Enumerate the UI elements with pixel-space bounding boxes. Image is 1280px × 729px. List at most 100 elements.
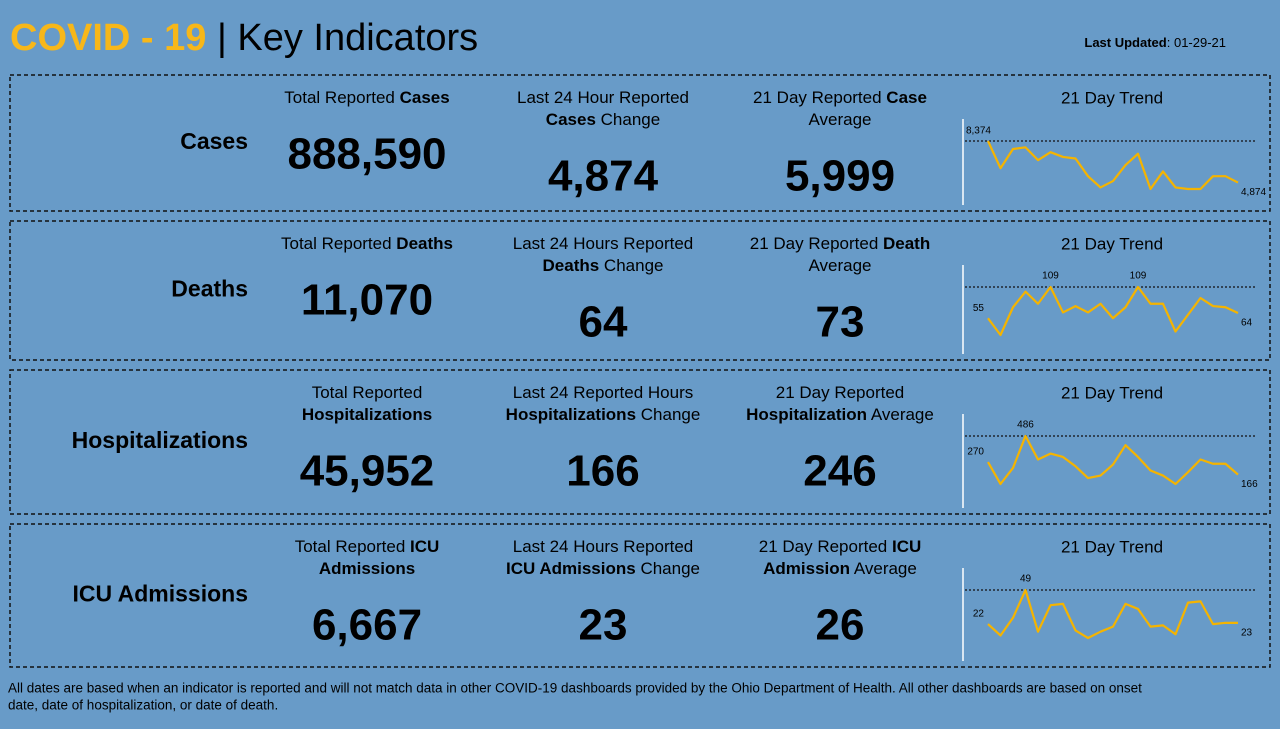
- trend-value-label: 166: [1241, 479, 1258, 490]
- metric-title: Hospitalizations: [302, 405, 432, 424]
- metric-title-part: Deaths: [543, 256, 600, 275]
- metric-title-part: Last 24 Hour Reported: [517, 88, 689, 107]
- metric-title: Hospitalization Average: [746, 405, 934, 424]
- metric-title: Last 24 Hour Reported: [517, 88, 689, 107]
- metric-title-part: Total Reported: [284, 88, 399, 107]
- metric-title-part: Last 24 Reported Hours: [513, 383, 694, 402]
- row-label: ICU Admissions: [72, 581, 248, 607]
- metric-title-part: Total Reported: [312, 383, 423, 402]
- metric-title: ICU Admissions Change: [506, 559, 700, 578]
- row-box: [9, 369, 1271, 515]
- metric-title-part: Admissions: [319, 559, 415, 578]
- last-updated: Last Updated: 01-29-21: [1084, 35, 1226, 50]
- row-box: [9, 220, 1271, 361]
- row-box: [9, 523, 1271, 668]
- metric-title-part: Average: [808, 256, 871, 275]
- metric-value: 888,590: [287, 130, 446, 179]
- metric-title-part: Hospitalization: [746, 405, 867, 424]
- metric-title-part: Change: [636, 405, 700, 424]
- metric-title-part: Average: [808, 110, 871, 129]
- metric-title: Deaths Change: [543, 256, 664, 275]
- page-title: COVID - 19 | Key Indicators: [10, 17, 478, 59]
- metric-title-part: Last 24 Hours Reported: [513, 537, 694, 556]
- trend-title: 21 Day Trend: [1061, 537, 1163, 556]
- metric-title-part: Hospitalizations: [302, 405, 432, 424]
- row-box: [9, 74, 1271, 212]
- metric-title: Total Reported Deaths: [281, 234, 453, 253]
- metric-title: Total Reported: [312, 383, 423, 402]
- metric-title-part: Average: [850, 559, 917, 578]
- metric-title: Hospitalizations Change: [506, 405, 701, 424]
- page-title-part: | Key Indicators: [206, 17, 478, 59]
- trend-value-label: 55: [973, 303, 985, 314]
- trend-value-label: 64: [1241, 318, 1253, 329]
- metric-title-part: 21 Day Reported: [776, 383, 905, 402]
- metric-title-part: Last 24 Hours Reported: [513, 234, 694, 253]
- metric-title: 21 Day Reported: [776, 383, 905, 402]
- metric-title-part: Cases: [400, 88, 450, 107]
- metric-title-part: Hospitalizations: [506, 405, 636, 424]
- metric-title-part: Deaths: [396, 234, 453, 253]
- trend-value-label: 49: [1020, 574, 1032, 585]
- metric-value: 23: [579, 601, 628, 650]
- metric-title-part: 21 Day Reported: [753, 88, 886, 107]
- trend-value-label: 270: [967, 447, 984, 458]
- trend-title: 21 Day Trend: [1061, 234, 1163, 253]
- trend-line: [987, 588, 1238, 640]
- metric-value: 45,952: [300, 447, 435, 496]
- metric-title-part: 21 Day Reported: [759, 537, 892, 556]
- metric-title: Total Reported Cases: [284, 88, 449, 107]
- metric-title: Last 24 Reported Hours: [513, 383, 694, 402]
- trend-value-label: 22: [973, 609, 985, 620]
- metric-title: 21 Day Reported Death: [750, 234, 930, 253]
- metric-value: 166: [566, 447, 639, 496]
- trend-title: 21 Day Trend: [1061, 88, 1163, 107]
- metric-title-part: Cases: [546, 110, 596, 129]
- metric-title: Average: [808, 256, 871, 275]
- metric-title-part: ICU: [410, 537, 439, 556]
- metric-value: 5,999: [785, 152, 895, 201]
- metric-title-part: Case: [886, 88, 927, 107]
- row-label: Hospitalizations: [72, 427, 248, 453]
- metric-title: Cases Change: [546, 110, 660, 129]
- last-updated-part: : 01-29-21: [1167, 35, 1226, 50]
- metric-title: 21 Day Reported Case: [753, 88, 927, 107]
- metric-title-part: Total Reported: [281, 234, 396, 253]
- metric-title: Admissions: [319, 559, 415, 578]
- trend-value-label: 4,874: [1241, 187, 1266, 198]
- metric-value: 6,667: [312, 601, 422, 650]
- row-label: Deaths: [171, 276, 248, 302]
- metric-title-part: ICU: [892, 537, 921, 556]
- footer-note: date, date of hospitalization, or date o…: [8, 698, 278, 713]
- metric-value: 73: [816, 298, 865, 347]
- metric-title-part: Change: [636, 559, 700, 578]
- trend-line: [987, 140, 1239, 191]
- trend-value-label: 109: [1042, 271, 1059, 282]
- metric-value: 246: [803, 447, 876, 496]
- metric-title: 21 Day Reported ICU: [759, 537, 922, 556]
- metric-title: Admission Average: [763, 559, 917, 578]
- last-updated-part: Last Updated: [1084, 35, 1166, 50]
- trend-value-label: 109: [1130, 271, 1147, 282]
- metric-title: Last 24 Hours Reported: [513, 537, 694, 556]
- page-title-part: COVID - 19: [10, 17, 206, 59]
- metric-title-part: Change: [596, 110, 660, 129]
- metric-title-part: Change: [599, 256, 663, 275]
- metric-title-part: Admission: [763, 559, 850, 578]
- row-label: Cases: [180, 128, 248, 154]
- trend-line: [987, 434, 1239, 486]
- trend-line: [987, 285, 1239, 337]
- trend-value-label: 23: [1241, 627, 1253, 638]
- metric-title-part: Average: [867, 405, 934, 424]
- metric-title-part: ICU Admissions: [506, 559, 636, 578]
- metric-value: 11,070: [301, 276, 433, 325]
- metric-value: 4,874: [548, 152, 659, 201]
- metric-title: Last 24 Hours Reported: [513, 234, 694, 253]
- metric-value: 26: [816, 601, 865, 650]
- trend-title: 21 Day Trend: [1061, 383, 1163, 402]
- metric-value: 64: [579, 298, 628, 347]
- metric-title-part: Death: [883, 234, 930, 253]
- metric-title-part: 21 Day Reported: [750, 234, 883, 253]
